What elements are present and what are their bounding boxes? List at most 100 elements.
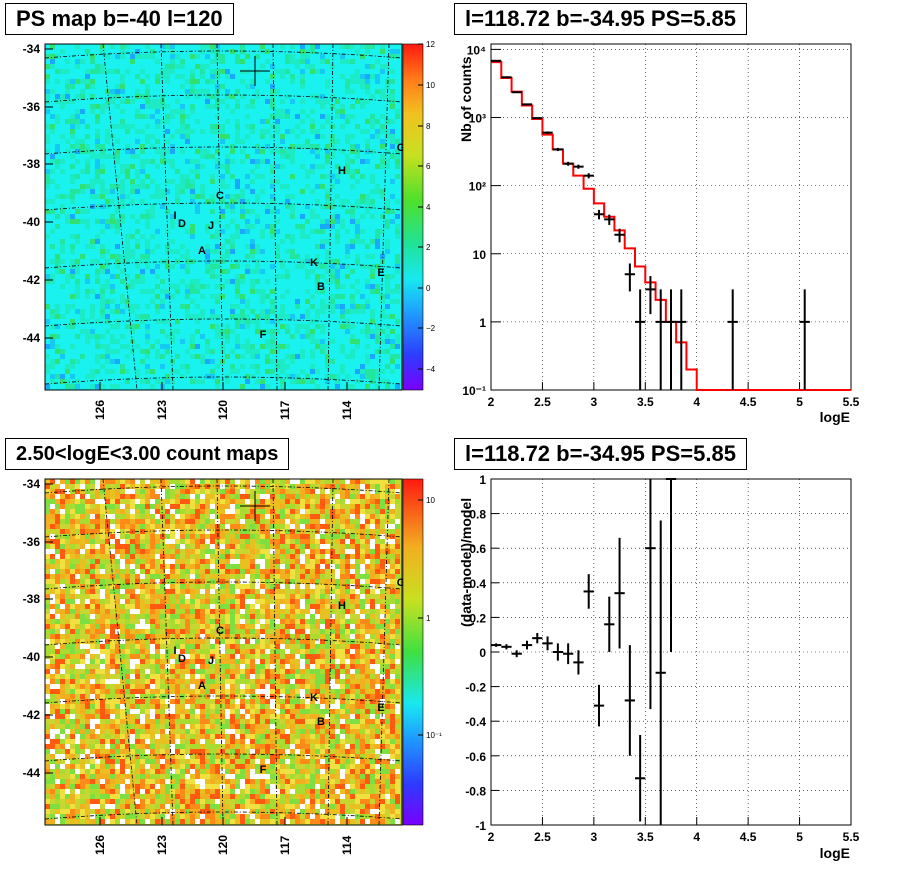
map-pixel	[345, 509, 350, 514]
map-pixel	[270, 489, 275, 494]
map-pixel	[325, 669, 330, 674]
map-pixel	[120, 194, 125, 199]
map-pixel	[350, 604, 355, 609]
map-pixel	[130, 624, 135, 629]
map-pixel	[310, 589, 315, 594]
map-pixel	[320, 304, 325, 309]
map-pixel	[290, 649, 295, 654]
map-pixel	[70, 519, 75, 524]
map-pixel	[325, 219, 330, 224]
map-pixel	[360, 639, 365, 644]
map-pixel	[330, 529, 335, 534]
map-pixel	[210, 274, 215, 279]
map-pixel	[200, 354, 205, 359]
map-pixel	[325, 579, 330, 584]
map-pixel	[145, 379, 150, 384]
map-pixel	[295, 599, 300, 604]
map-pixel	[235, 579, 240, 584]
map-pixel	[125, 129, 130, 134]
map-pixel	[195, 624, 200, 629]
map-pixel	[300, 594, 305, 599]
map-pixel	[255, 94, 260, 99]
map-pixel	[305, 624, 310, 629]
map-pixel	[335, 514, 340, 519]
map-pixel	[265, 594, 270, 599]
map-pixel	[230, 569, 235, 574]
map-pixel	[95, 569, 100, 574]
map-x-tick-label: 126	[93, 400, 107, 420]
map-pixel	[290, 314, 295, 319]
map-pixel	[320, 649, 325, 654]
map-pixel	[240, 314, 245, 319]
map-pixel	[330, 539, 335, 544]
map-pixel	[95, 269, 100, 274]
map-pixel	[395, 654, 400, 659]
map-pixel	[180, 489, 185, 494]
map-pixel	[390, 154, 395, 159]
map-pixel	[265, 369, 270, 374]
map-pixel	[45, 139, 50, 144]
map-pixel	[285, 629, 290, 634]
map-pixel	[60, 489, 65, 494]
map-pixel	[165, 564, 170, 569]
map-pixel	[255, 624, 260, 629]
map-pixel	[120, 49, 125, 54]
map-pixel	[375, 664, 380, 669]
map-pixel	[135, 274, 140, 279]
map-pixel	[355, 624, 360, 629]
map-pixel	[125, 599, 130, 604]
map-pixel	[55, 579, 60, 584]
map-pixel	[355, 514, 360, 519]
map-pixel	[215, 534, 220, 539]
map-pixel	[210, 94, 215, 99]
map-pixel	[240, 654, 245, 659]
map-pixel	[205, 679, 210, 684]
map-pixel	[175, 284, 180, 289]
map-pixel	[60, 594, 65, 599]
map-pixel	[330, 104, 335, 109]
map-pixel	[220, 639, 225, 644]
map-pixel	[380, 504, 385, 509]
map-pixel	[275, 504, 280, 509]
map-pixel	[240, 79, 245, 84]
map-pixel	[180, 304, 185, 309]
map-pixel	[115, 104, 120, 109]
map-pixel	[60, 624, 65, 629]
map-pixel	[130, 654, 135, 659]
map-pixel	[80, 319, 85, 324]
map-pixel	[385, 529, 390, 534]
map-pixel	[95, 659, 100, 664]
map-pixel	[80, 574, 85, 579]
map-pixel	[295, 379, 300, 384]
map-pixel	[255, 269, 260, 274]
map-pixel	[375, 244, 380, 249]
map-pixel	[210, 549, 215, 554]
map-pixel	[145, 334, 150, 339]
map-pixel	[115, 219, 120, 224]
map-pixel	[55, 54, 60, 59]
map-pixel	[195, 574, 200, 579]
map-pixel	[140, 114, 145, 119]
map-pixel	[50, 569, 55, 574]
map-pixel	[150, 569, 155, 574]
map-pixel	[70, 624, 75, 629]
map-pixel	[45, 304, 50, 309]
map-pixel	[185, 519, 190, 524]
map-pixel	[365, 559, 370, 564]
map-pixel	[320, 124, 325, 129]
map-pixel	[150, 564, 155, 569]
map-pixel	[145, 624, 150, 629]
map-pixel	[200, 49, 205, 54]
map-pixel	[305, 259, 310, 264]
map-pixel	[385, 379, 390, 384]
map-pixel	[380, 634, 385, 639]
map-pixel	[320, 574, 325, 579]
map-pixel	[270, 234, 275, 239]
map-pixel	[255, 164, 260, 169]
map-pixel	[70, 374, 75, 379]
map-pixel	[220, 529, 225, 534]
map-pixel	[90, 544, 95, 549]
map-pixel	[75, 119, 80, 124]
map-pixel	[245, 544, 250, 549]
map-pixel	[240, 509, 245, 514]
